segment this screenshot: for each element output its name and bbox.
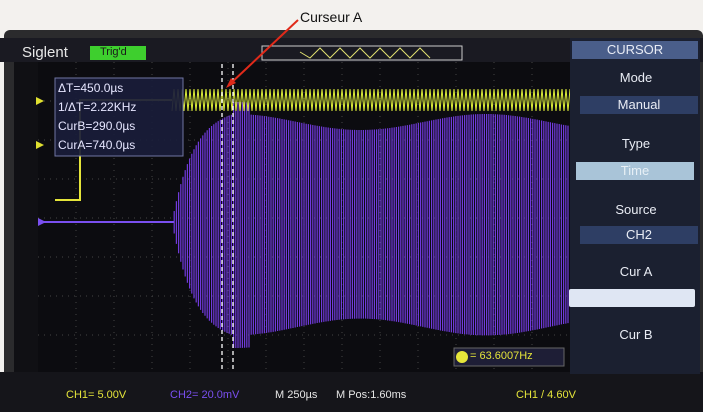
menu-label[interactable]: Mode [572,70,700,85]
brand: Siglent [22,44,68,61]
measurement: CurA=740.0µs [58,138,135,152]
trigger-status: Trig'd [100,46,127,58]
position: M Pos:1.60ms [336,389,406,401]
ch2-scale: CH2= 20.0mV [170,389,239,401]
annotation: Curseur A [300,9,362,25]
trigger-level: CH1 / 4.60V [516,389,576,401]
ch1-icon [456,351,468,363]
page: Curseur A Siglent Trig'd CURSOR Mode Man… [0,0,703,412]
ch1-scale: CH1= 5.00V [66,389,126,401]
menu-label[interactable]: Cur A [572,264,700,279]
menu-label[interactable]: Type [572,136,700,151]
menu-label[interactable]: Source [572,202,700,217]
measurement: CurB=290.0µs [58,119,135,133]
measurement: ΔT=450.0µs [58,81,123,95]
frequency: = 63.6007Hz [470,350,533,362]
menu-title: CURSOR [572,41,698,59]
menu-value[interactable]: Manual [580,96,698,114]
menu-value[interactable]: CH2 [580,226,698,244]
menu-label[interactable]: Cur B [572,327,700,342]
cur-a-knob-box[interactable] [569,289,695,307]
timebase: M 250µs [275,389,317,401]
menu-value[interactable]: Time [576,162,694,180]
measurement: 1/ΔT=2.22KHz [58,100,136,114]
